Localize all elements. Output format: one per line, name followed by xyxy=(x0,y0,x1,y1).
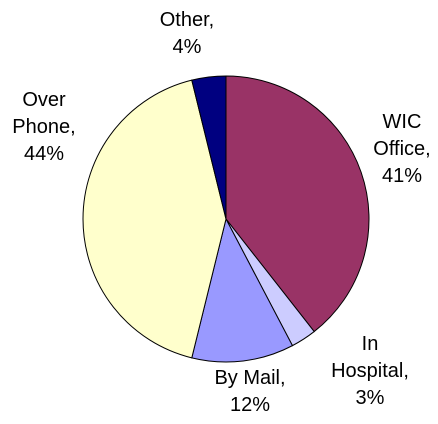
pie-slice xyxy=(225,75,370,333)
data-label: By Mail, 12% xyxy=(214,367,285,416)
data-label-line: 44% xyxy=(24,143,64,165)
data-label-line: Phone, xyxy=(12,116,75,138)
data-label-line: In xyxy=(362,333,379,355)
data-label-line: 3% xyxy=(356,387,385,409)
data-label-line: WIC xyxy=(383,111,422,133)
data-label-line: By Mail, xyxy=(214,367,285,389)
data-label: In Hospital, 3% xyxy=(331,333,409,409)
data-label: WIC Office, 41% xyxy=(373,111,430,187)
data-label: Other, 4% xyxy=(160,9,214,58)
data-label: Over Phone, 44% xyxy=(12,89,75,165)
pie-slice xyxy=(82,79,227,359)
data-label-line: Office, xyxy=(373,138,430,160)
data-label-line: Hospital, xyxy=(331,360,409,382)
pie-slice xyxy=(191,75,227,220)
data-label-line: 12% xyxy=(230,394,270,416)
data-label-line: Other, xyxy=(160,9,214,31)
pie-slice xyxy=(191,217,294,363)
data-label-line: Over xyxy=(22,89,66,111)
data-label-line: 41% xyxy=(382,165,422,187)
data-label-line: 4% xyxy=(173,36,202,58)
